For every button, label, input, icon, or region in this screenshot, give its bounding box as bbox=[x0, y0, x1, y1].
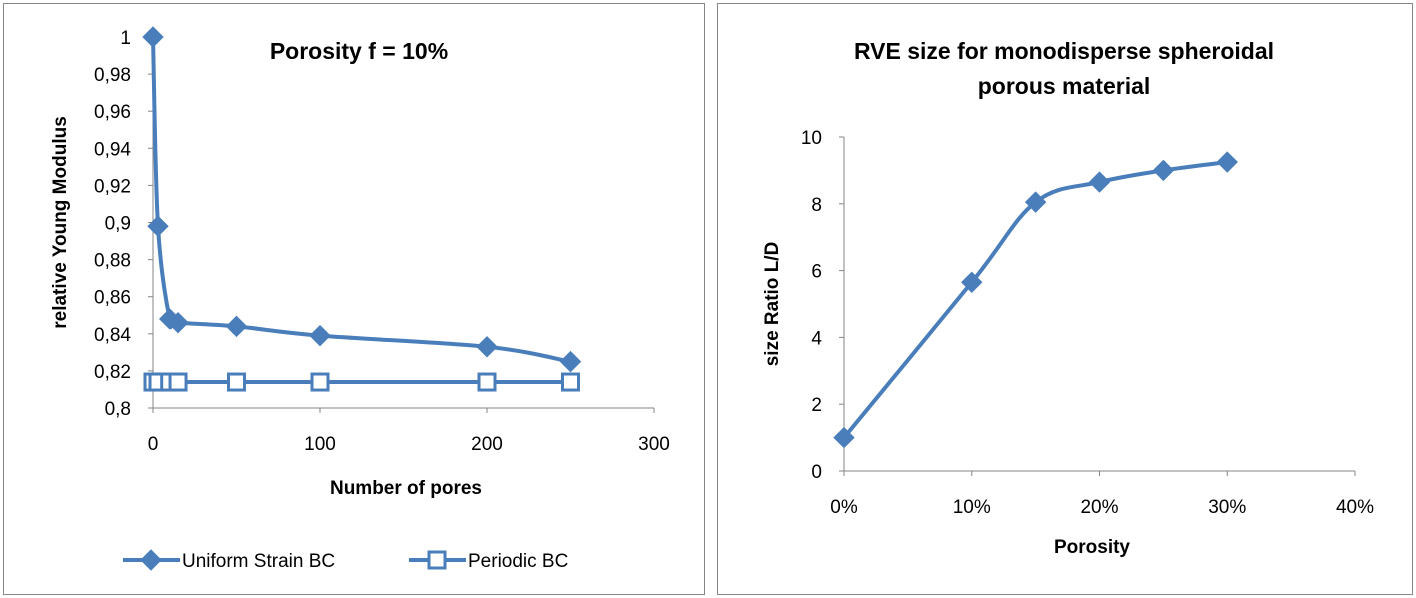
data-point-diamond bbox=[476, 336, 498, 358]
young-modulus-chart: 0,80,820,840,860,880,90,920,940,960,9810… bbox=[50, 26, 670, 572]
y-tick-label: 4 bbox=[811, 328, 822, 349]
y-tick-label: 6 bbox=[811, 262, 822, 283]
chart-panel-rve-size: 0 2 4 6 8 10 0% 10% 20% 30% 40% RVE size for monodi… bbox=[717, 3, 1413, 595]
y-tick-label: 8 bbox=[811, 195, 822, 216]
data-point-diamond bbox=[1088, 171, 1111, 193]
series-size-ratio bbox=[833, 151, 1238, 449]
y-tick-label: 10 bbox=[801, 128, 822, 149]
x-tick-label: 10% bbox=[953, 497, 991, 518]
rve-size-chart: 0 2 4 6 8 10 0% 10% 20% 30% 40% RVE size for monodi… bbox=[762, 38, 1374, 558]
x-axis-title: Porosity bbox=[1054, 537, 1130, 558]
y-axis-title: relative Young Modulus bbox=[50, 116, 71, 329]
y-tick-label: 0,9 bbox=[105, 214, 131, 235]
legend-label: Uniform Strain BC bbox=[182, 551, 335, 572]
legend-marker-diamond bbox=[140, 549, 162, 571]
data-point-diamond bbox=[1024, 191, 1047, 213]
chart-title-line-1: RVE size for monodisperse spheroidal bbox=[854, 38, 1274, 64]
data-point-square bbox=[477, 372, 497, 392]
x-tick-label: 100 bbox=[304, 434, 336, 455]
legend-label: Periodic BC bbox=[468, 551, 568, 572]
data-point-square bbox=[310, 372, 330, 392]
x-tick-label: 300 bbox=[638, 434, 670, 455]
series-periodic bbox=[143, 372, 580, 392]
y-tick-label: 0,82 bbox=[94, 362, 131, 383]
legend-marker-square bbox=[427, 550, 447, 570]
data-point-diamond bbox=[225, 315, 248, 338]
data-point-diamond bbox=[167, 311, 189, 334]
legend: Uniform Strain BC Periodic BC bbox=[123, 549, 568, 572]
y-tick-label: 0,88 bbox=[94, 251, 131, 272]
data-point-diamond bbox=[961, 271, 983, 293]
chart-title-line-2: porous material bbox=[978, 73, 1151, 99]
data-point-diamond bbox=[309, 324, 331, 347]
data-point-square bbox=[227, 372, 246, 392]
x-axis-title: Number of pores bbox=[330, 478, 482, 499]
series-uniform-strain bbox=[142, 26, 582, 373]
y-axis-title: size Ratio L/D bbox=[762, 242, 783, 367]
y-tick-label: 0,8 bbox=[105, 399, 131, 420]
x-tick-label: 30% bbox=[1208, 497, 1246, 518]
chart-title: Porosity f = 10% bbox=[270, 38, 448, 64]
y-tick-label: 0,96 bbox=[94, 102, 131, 123]
data-point-diamond bbox=[833, 426, 855, 449]
data-point-diamond bbox=[147, 215, 169, 237]
y-tick-label: 0 bbox=[811, 462, 822, 483]
y-tick-label: 0,84 bbox=[94, 325, 131, 346]
data-point-square bbox=[561, 372, 580, 392]
x-tick-label: 200 bbox=[471, 434, 503, 455]
data-point-diamond bbox=[142, 26, 164, 48]
x-tick-label: 40% bbox=[1336, 497, 1374, 518]
y-tick-label: 0,92 bbox=[94, 176, 131, 197]
data-point-diamond bbox=[559, 350, 582, 373]
data-point-square bbox=[168, 372, 188, 392]
series-line bbox=[151, 36, 571, 364]
y-tick-label: 0,94 bbox=[94, 139, 131, 160]
data-point-diamond bbox=[1216, 151, 1238, 173]
x-tick-label: 20% bbox=[1080, 497, 1118, 518]
chart-panel-porosity: 0,8 0,82 0,84 0,86 0,88 0,9 0,92 0,94 0,96 0,98 1 0… bbox=[3, 3, 705, 595]
x-tick-label: 0 bbox=[148, 434, 159, 455]
y-tick-label: 0,98 bbox=[94, 65, 131, 86]
x-tick-label: 0% bbox=[830, 497, 858, 518]
y-tick-label: 0,86 bbox=[94, 288, 131, 309]
y-tick-label: 2 bbox=[811, 395, 822, 416]
data-point-diamond bbox=[1152, 159, 1175, 182]
y-tick-label: 1 bbox=[120, 28, 131, 49]
